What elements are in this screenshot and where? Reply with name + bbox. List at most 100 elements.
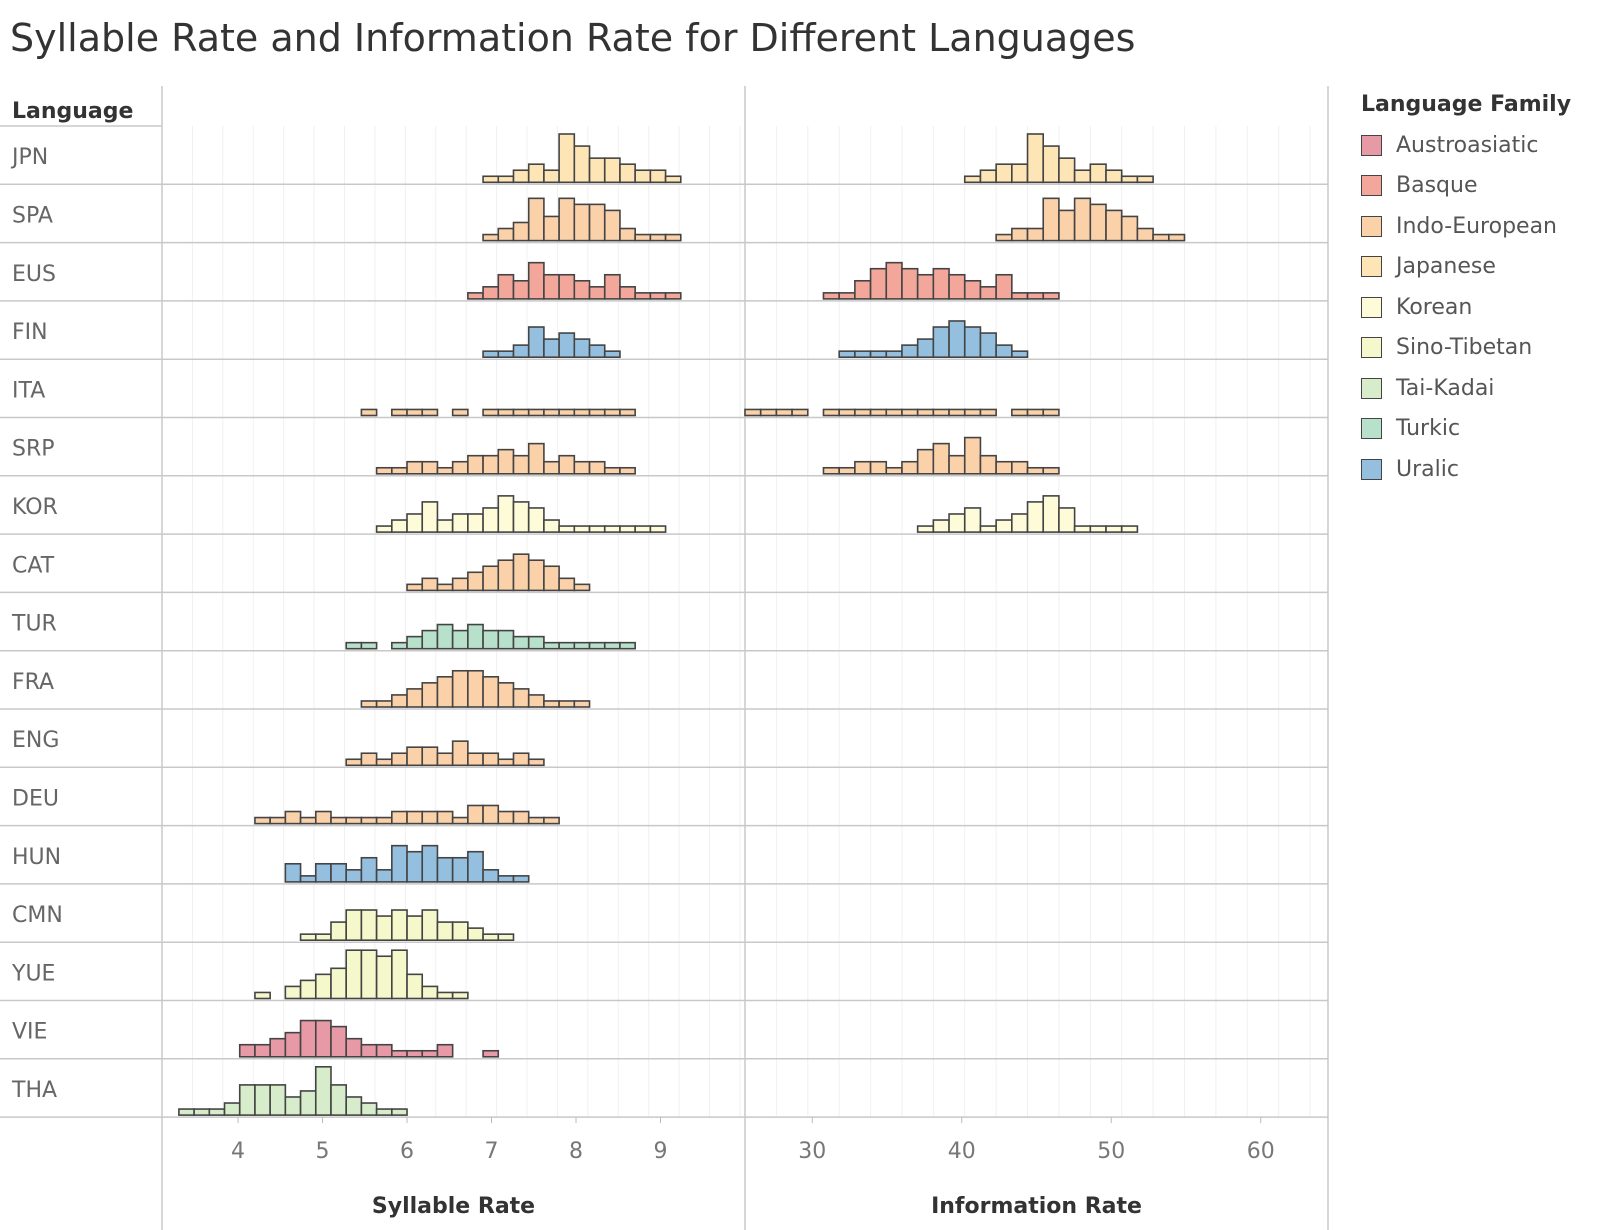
bar-fra-syllable [391,694,408,708]
legend-label: Uralic [1396,456,1459,482]
bar-fra-syllable [527,694,545,708]
row-label-spa: SPA [12,203,53,228]
legend-item[interactable]: Indo-European [1361,206,1571,247]
bar-ita-information [979,408,997,417]
bar-fin-syllable [512,344,530,358]
bar-fin-syllable [497,350,515,359]
row-label-cat: CAT [12,553,55,578]
bar-cat-syllable [467,571,484,592]
bar-fra-syllable [436,676,454,708]
legend-label: Sino-Tibetan [1396,335,1533,361]
bar-ita-information [791,408,809,417]
bar-cmn-syllable [467,927,484,941]
bar-vie-syllable [360,1043,378,1058]
bar-yue-syllable [421,985,439,1000]
bar-ita-syllable [573,408,591,417]
bar-srp-syllable [573,460,591,475]
legend-label: Tai-Kadai [1396,375,1495,401]
legend-item[interactable]: Tai-Kadai [1361,368,1571,409]
bar-ita-syllable [619,408,636,417]
bar-hun-syllable [467,850,484,883]
bar-jpn-syllable [603,157,621,184]
bar-jpn-information [995,163,1013,184]
bar-eus-syllable [603,273,621,300]
bar-eus-syllable [649,292,667,300]
bar-srp-syllable [588,460,606,475]
row-label-jpn: JPN [10,145,48,170]
bar-jpn-information [1042,145,1060,184]
bar-kor-information [1026,501,1045,533]
bar-kor-syllable [406,513,424,533]
bar-deu-syllable [543,816,560,825]
bar-hun-syllable [482,869,500,883]
legend-label: Korean [1396,294,1473,320]
bar-deu-syllable [375,816,393,825]
bar-kor-information [1120,525,1139,533]
bar-jpn-information [1073,169,1092,184]
bar-deu-syllable [254,816,271,825]
bar-jpn-syllable [634,169,652,184]
bar-jpn-syllable [497,175,515,184]
bar-fra-syllable [467,669,484,708]
bar-tur-syllable [527,635,545,650]
legend-swatch [1361,418,1382,440]
bar-srp-information [1042,466,1060,475]
legend-item[interactable]: Basque [1361,166,1571,207]
bar-deu-syllable [467,804,484,825]
bar-kor-information [948,513,966,533]
legend-item[interactable]: Turkic [1361,409,1571,450]
bar-srp-syllable [527,442,545,475]
bar-deu-syllable [512,810,530,825]
bar-eus-syllable [467,292,484,300]
bar-vie-syllable [330,1025,347,1058]
bar-srp-syllable [451,460,469,475]
bar-spa-syllable [573,203,591,242]
bar-vie-syllable [254,1043,271,1058]
bar-fra-syllable [375,700,393,708]
bar-srp-syllable [497,448,515,475]
bar-fin-information [995,344,1013,358]
row-label-deu: DEU [12,786,59,811]
bar-fin-information [963,326,982,359]
bar-fin-information [948,320,966,359]
bar-hun-syllable [375,869,393,883]
bar-jpn-information [1026,133,1045,184]
bar-tha-syllable [284,1096,302,1116]
bar-yue-syllable [254,991,271,1000]
legend-item[interactable]: Uralic [1361,449,1571,490]
bar-tha-syllable [299,1090,317,1116]
bar-kor-information [1011,513,1029,533]
row-label-cmn: CMN [12,903,63,928]
bar-jpn-syllable [558,133,576,184]
bar-tha-syllable [208,1108,226,1116]
bar-ita-syllable [497,408,515,417]
bar-spa-information [1042,197,1060,242]
bar-kor-syllable [482,507,500,533]
legend-item[interactable]: Sino-Tibetan [1361,328,1571,369]
bar-eus-syllable [588,286,606,300]
bar-tur-syllable [421,629,439,650]
bar-fra-syllable [482,676,500,708]
bar-spa-syllable [603,209,621,242]
bar-cmn-syllable [436,921,454,942]
legend-item[interactable]: Japanese [1361,247,1571,288]
x-tick-label: 9 [654,1139,668,1164]
bar-deu-syllable [314,810,332,825]
legend-item[interactable]: Austroasiatic [1361,125,1571,166]
bar-tha-syllable [330,1084,347,1116]
bar-jpn-syllable [649,169,667,184]
bar-fra-syllable [421,682,439,708]
bar-yue-syllable [330,967,347,1000]
legend-item[interactable]: Korean [1361,287,1571,328]
row-label-eus: EUS [12,262,56,287]
bar-cat-syllable [543,565,560,592]
bar-ita-syllable [391,408,408,417]
bar-kor-information [1105,525,1123,533]
bar-hun-syllable [512,875,530,883]
bar-fra-syllable [512,688,530,708]
bar-eus-syllable [543,273,560,300]
bar-kor-information [979,525,997,533]
bar-yue-syllable [345,949,363,1000]
bar-fin-syllable [527,326,545,359]
bar-tur-syllable [451,629,469,650]
